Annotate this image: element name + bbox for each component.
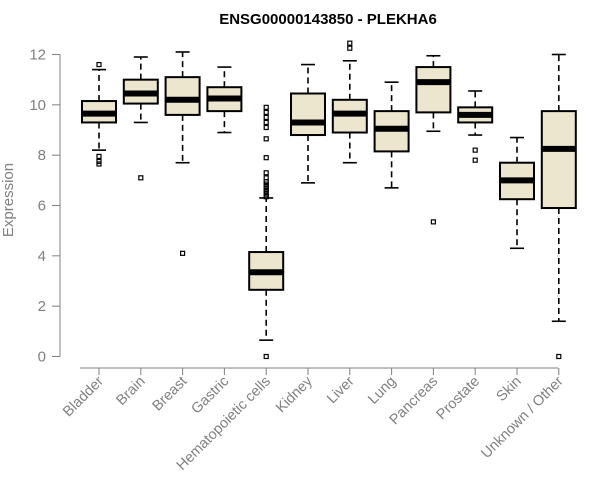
outlier-point <box>96 153 102 160</box>
y-axis-title: Expression <box>0 163 17 237</box>
outlier-point <box>180 250 186 256</box>
outlier-point <box>138 175 144 181</box>
x-category-label: Lung <box>365 374 399 408</box>
y-tick-label: 4 <box>38 248 46 265</box>
outlier-point <box>263 353 269 360</box>
outlier-point <box>263 155 269 161</box>
box-group <box>415 54 452 225</box>
outlier-point <box>263 119 269 126</box>
outlier-point <box>347 40 353 46</box>
x-category-label: Prostate <box>434 374 483 423</box>
outlier-point <box>263 109 269 115</box>
outlier-point <box>263 194 269 200</box>
x-category-label: Liver <box>324 373 358 407</box>
y-tick-label: 10 <box>29 97 46 114</box>
x-category-label: Kidney <box>273 373 316 416</box>
iqr-box <box>415 66 452 114</box>
box-group <box>206 66 243 134</box>
box-group <box>331 40 368 164</box>
outlier-point <box>472 157 478 163</box>
outlier-point <box>263 124 269 131</box>
outlier-point <box>96 61 102 68</box>
x-category-label: Bladder <box>60 373 107 420</box>
y-tick-label: 12 <box>29 47 46 64</box>
outlier-point <box>263 136 269 142</box>
box-group <box>290 63 326 184</box>
x-category-label: Brain <box>113 374 148 409</box>
outlier-point <box>263 170 269 176</box>
y-tick-label: 0 <box>38 349 46 366</box>
y-tick-label: 6 <box>38 198 46 215</box>
outlier-point <box>472 147 478 153</box>
iqr-box <box>290 92 326 137</box>
iqr-box <box>540 110 577 210</box>
box-group <box>373 81 410 189</box>
x-category-label: Skin <box>494 374 525 405</box>
box-group <box>81 61 117 167</box>
outlier-point <box>263 114 269 121</box>
box-group <box>457 90 494 163</box>
box-group <box>248 104 285 360</box>
outlier-point <box>430 219 436 225</box>
y-tick-label: 2 <box>38 298 46 315</box>
chart-title: ENSG00000143850 - PLEKHA6 <box>219 11 437 28</box>
y-tick-label: 8 <box>38 147 46 164</box>
outlier-point <box>347 45 353 51</box>
outlier-point <box>556 353 562 360</box>
box-group <box>164 51 201 256</box>
iqr-box <box>164 76 201 116</box>
box-group <box>540 53 577 360</box>
box-group <box>122 56 159 181</box>
outlier-point <box>96 161 102 167</box>
outlier-point <box>263 104 269 110</box>
x-category-label: Breast <box>149 374 190 415</box>
box-group <box>499 136 535 250</box>
